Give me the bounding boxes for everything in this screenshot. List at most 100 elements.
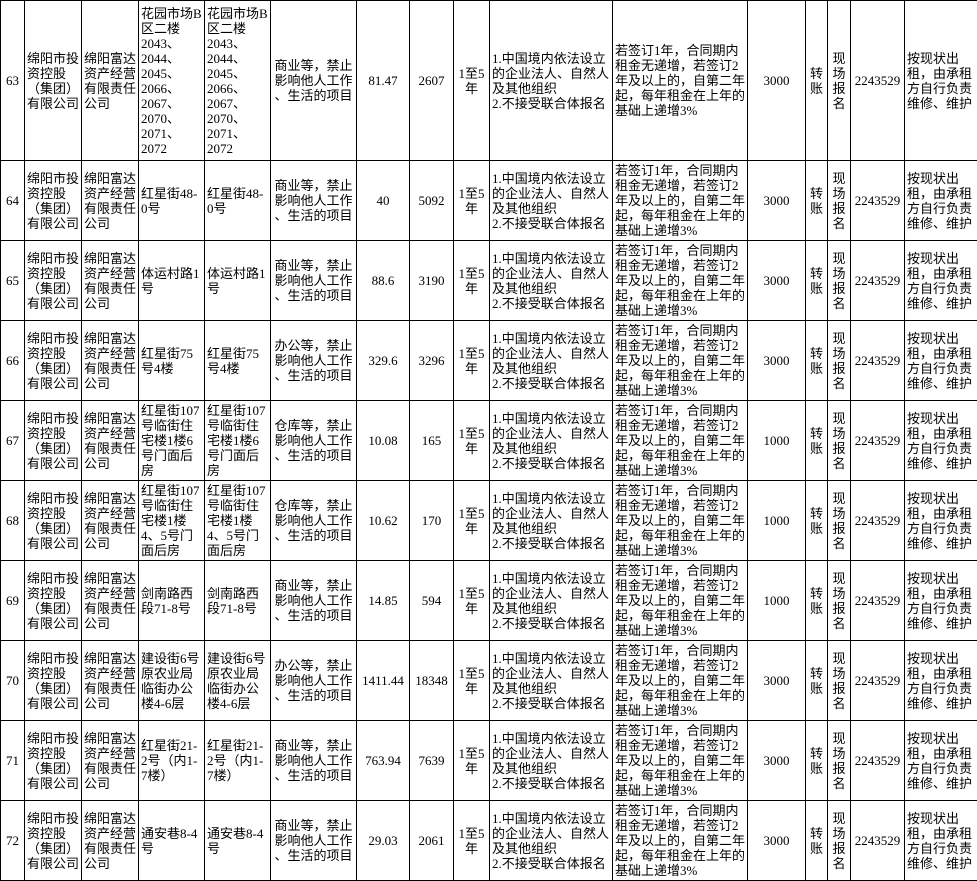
cell-rent-escalation: 若签订1年，合同期内租金无递增，若签订2年及以上的，自第二年起，每年租金在上年的… (612, 400, 748, 481)
cell-contact-phone: 2243529 (850, 480, 905, 561)
cell-rent-escalation: 若签订1年，合同期内租金无递增，若签订2年及以上的，自第二年起，每年租金在上年的… (612, 720, 748, 801)
cell-rent: 170 (409, 480, 454, 561)
cell-bidder-qualification: 1.中国境内依法设立的企业法人、自然人及其他组织 2.不接受联合体报名 (489, 800, 613, 881)
cell-deposit: 1000 (747, 560, 806, 641)
cell-permitted-use: 商业等，禁止影响他人工作、生活的项目 (270, 160, 357, 241)
cell-contact-phone: 2243529 (850, 800, 905, 881)
cell-permitted-use: 商业等，禁止影响他人工作、生活的项目 (270, 800, 357, 881)
cell-rent-escalation: 若签订1年，合同期内租金无递增，若签订2年及以上的，自第二年起，每年租金在上年的… (612, 240, 748, 321)
cell-lease-term: 1至5年 (453, 400, 490, 481)
cell-property-address-2: 红星街107号临街住宅楼1楼4、5号门面后房 (204, 480, 271, 561)
cell-permitted-use: 仓库等，禁止影响他人工作、生活的项目 (270, 400, 357, 481)
cell-area: 1411.44 (356, 640, 410, 721)
cell-contact-phone: 2243529 (850, 0, 905, 161)
cell-lease-term: 1至5年 (453, 800, 490, 881)
cell-lease-term: 1至5年 (453, 560, 490, 641)
cell-deposit: 3000 (747, 720, 806, 801)
cell-serial-number: 63 (0, 0, 25, 161)
cell-lessor: 绵阳市投资控股（集团）有限公司 (24, 800, 82, 881)
cell-lease-term: 1至5年 (453, 640, 490, 721)
cell-bidder-qualification: 1.中国境内依法设立的企业法人、自然人及其他组织 2.不接受联合体报名 (489, 320, 613, 401)
cell-property-address: 剑南路西段71-8号 (138, 560, 205, 641)
cell-registration-method: 现场报名 (827, 240, 851, 321)
cell-bidder-qualification: 1.中国境内依法设立的企业法人、自然人及其他组织 2.不接受联合体报名 (489, 240, 613, 321)
cell-payment-method: 转账 (805, 160, 828, 241)
cell-maintenance-terms: 按现状出租，由承租方自行负责维修、维护 (904, 800, 977, 881)
cell-lease-term: 1至5年 (453, 720, 490, 801)
cell-deposit: 1000 (747, 400, 806, 481)
cell-serial-number: 70 (0, 640, 25, 721)
cell-rent-escalation: 若签订1年，合同期内租金无递增，若签订2年及以上的，自第二年起，每年租金在上年的… (612, 800, 748, 881)
table-row: 70 绵阳市投资控股（集团）有限公司 绵阳富达资产经营有限责任公司 建设街6号原… (0, 640, 977, 721)
cell-maintenance-terms: 按现状出租，由承租方自行负责维修、维护 (904, 640, 977, 721)
cell-payment-method: 转账 (805, 400, 828, 481)
cell-property-address-2: 建设街6号原农业局临街办公楼4-6层 (204, 640, 271, 721)
cell-deposit: 3000 (747, 0, 806, 161)
cell-lessor: 绵阳市投资控股（集团）有限公司 (24, 320, 82, 401)
cell-property-address-2: 红星街107号临街住宅楼1楼6号门面后房 (204, 400, 271, 481)
cell-maintenance-terms: 按现状出租，由承租方自行负责维修、维护 (904, 0, 977, 161)
cell-lessor: 绵阳市投资控股（集团）有限公司 (24, 480, 82, 561)
cell-asset-manager: 绵阳富达资产经营有限责任公司 (81, 400, 139, 481)
cell-deposit: 1000 (747, 480, 806, 561)
cell-asset-manager: 绵阳富达资产经营有限责任公司 (81, 160, 139, 241)
cell-lease-term: 1至5年 (453, 160, 490, 241)
cell-bidder-qualification: 1.中国境内依法设立的企业法人、自然人及其他组织 2.不接受联合体报名 (489, 640, 613, 721)
cell-rent: 5092 (409, 160, 454, 241)
cell-rent: 7639 (409, 720, 454, 801)
cell-area: 329.6 (356, 320, 410, 401)
table-row: 66 绵阳市投资控股（集团）有限公司 绵阳富达资产经营有限责任公司 红星街75号… (0, 320, 977, 401)
cell-bidder-qualification: 1.中国境内依法设立的企业法人、自然人及其他组织 2.不接受联合体报名 (489, 160, 613, 241)
cell-deposit: 3000 (747, 320, 806, 401)
cell-bidder-qualification: 1.中国境内依法设立的企业法人、自然人及其他组织 2.不接受联合体报名 (489, 720, 613, 801)
cell-asset-manager: 绵阳富达资产经营有限责任公司 (81, 560, 139, 641)
cell-permitted-use: 商业等，禁止影响他人工作、生活的项目 (270, 560, 357, 641)
cell-registration-method: 现场报名 (827, 320, 851, 401)
cell-maintenance-terms: 按现状出租，由承租方自行负责维修、维护 (904, 240, 977, 321)
cell-property-address: 花园市场B区二楼2043、2044、2045、2066、2067、2070、20… (138, 0, 205, 161)
cell-serial-number: 64 (0, 160, 25, 241)
cell-area: 10.62 (356, 480, 410, 561)
table-row: 64 绵阳市投资控股（集团）有限公司 绵阳富达资产经营有限责任公司 红星街48-… (0, 160, 977, 241)
cell-registration-method: 现场报名 (827, 400, 851, 481)
cell-deposit: 3000 (747, 800, 806, 881)
cell-maintenance-terms: 按现状出租，由承租方自行负责维修、维护 (904, 480, 977, 561)
cell-bidder-qualification: 1.中国境内依法设立的企业法人、自然人及其他组织 2.不接受联合体报名 (489, 480, 613, 561)
cell-payment-method: 转账 (805, 240, 828, 321)
table-row: 69 绵阳市投资控股（集团）有限公司 绵阳富达资产经营有限责任公司 剑南路西段7… (0, 560, 977, 641)
cell-lease-term: 1至5年 (453, 240, 490, 321)
cell-registration-method: 现场报名 (827, 0, 851, 161)
cell-rent: 2607 (409, 0, 454, 161)
cell-serial-number: 69 (0, 560, 25, 641)
cell-lessor: 绵阳市投资控股（集团）有限公司 (24, 720, 82, 801)
cell-deposit: 3000 (747, 240, 806, 321)
cell-serial-number: 68 (0, 480, 25, 561)
cell-maintenance-terms: 按现状出租，由承租方自行负责维修、维护 (904, 560, 977, 641)
cell-area: 14.85 (356, 560, 410, 641)
cell-lease-term: 1至5年 (453, 320, 490, 401)
cell-contact-phone: 2243529 (850, 160, 905, 241)
cell-property-address-2: 通安巷8-4号 (204, 800, 271, 881)
cell-rent-escalation: 若签订1年，合同期内租金无递增，若签订2年及以上的，自第二年起，每年租金在上年的… (612, 0, 748, 161)
cell-property-address: 建设街6号原农业局临街办公楼4-6层 (138, 640, 205, 721)
cell-registration-method: 现场报名 (827, 480, 851, 561)
cell-permitted-use: 商业等，禁止影响他人工作、生活的项目 (270, 240, 357, 321)
cell-lessor: 绵阳市投资控股（集团）有限公司 (24, 400, 82, 481)
cell-property-address-2: 红星街75号4楼 (204, 320, 271, 401)
table-row: 71 绵阳市投资控股（集团）有限公司 绵阳富达资产经营有限责任公司 红星街21-… (0, 720, 977, 801)
cell-rent-escalation: 若签订1年，合同期内租金无递增，若签订2年及以上的，自第二年起，每年租金在上年的… (612, 560, 748, 641)
cell-serial-number: 72 (0, 800, 25, 881)
cell-maintenance-terms: 按现状出租，由承租方自行负责维修、维护 (904, 400, 977, 481)
cell-lessor: 绵阳市投资控股（集团）有限公司 (24, 640, 82, 721)
cell-property-address-2: 红星街21-2号（内1-7楼） (204, 720, 271, 801)
cell-asset-manager: 绵阳富达资产经营有限责任公司 (81, 320, 139, 401)
cell-registration-method: 现场报名 (827, 800, 851, 881)
cell-serial-number: 71 (0, 720, 25, 801)
table-row: 67 绵阳市投资控股（集团）有限公司 绵阳富达资产经营有限责任公司 红星街107… (0, 400, 977, 481)
cell-property-address: 红星街21-2号（内1-7楼） (138, 720, 205, 801)
cell-rent: 165 (409, 400, 454, 481)
table-row: 72 绵阳市投资控股（集团）有限公司 绵阳富达资产经营有限责任公司 通安巷8-4… (0, 800, 977, 881)
cell-contact-phone: 2243529 (850, 320, 905, 401)
